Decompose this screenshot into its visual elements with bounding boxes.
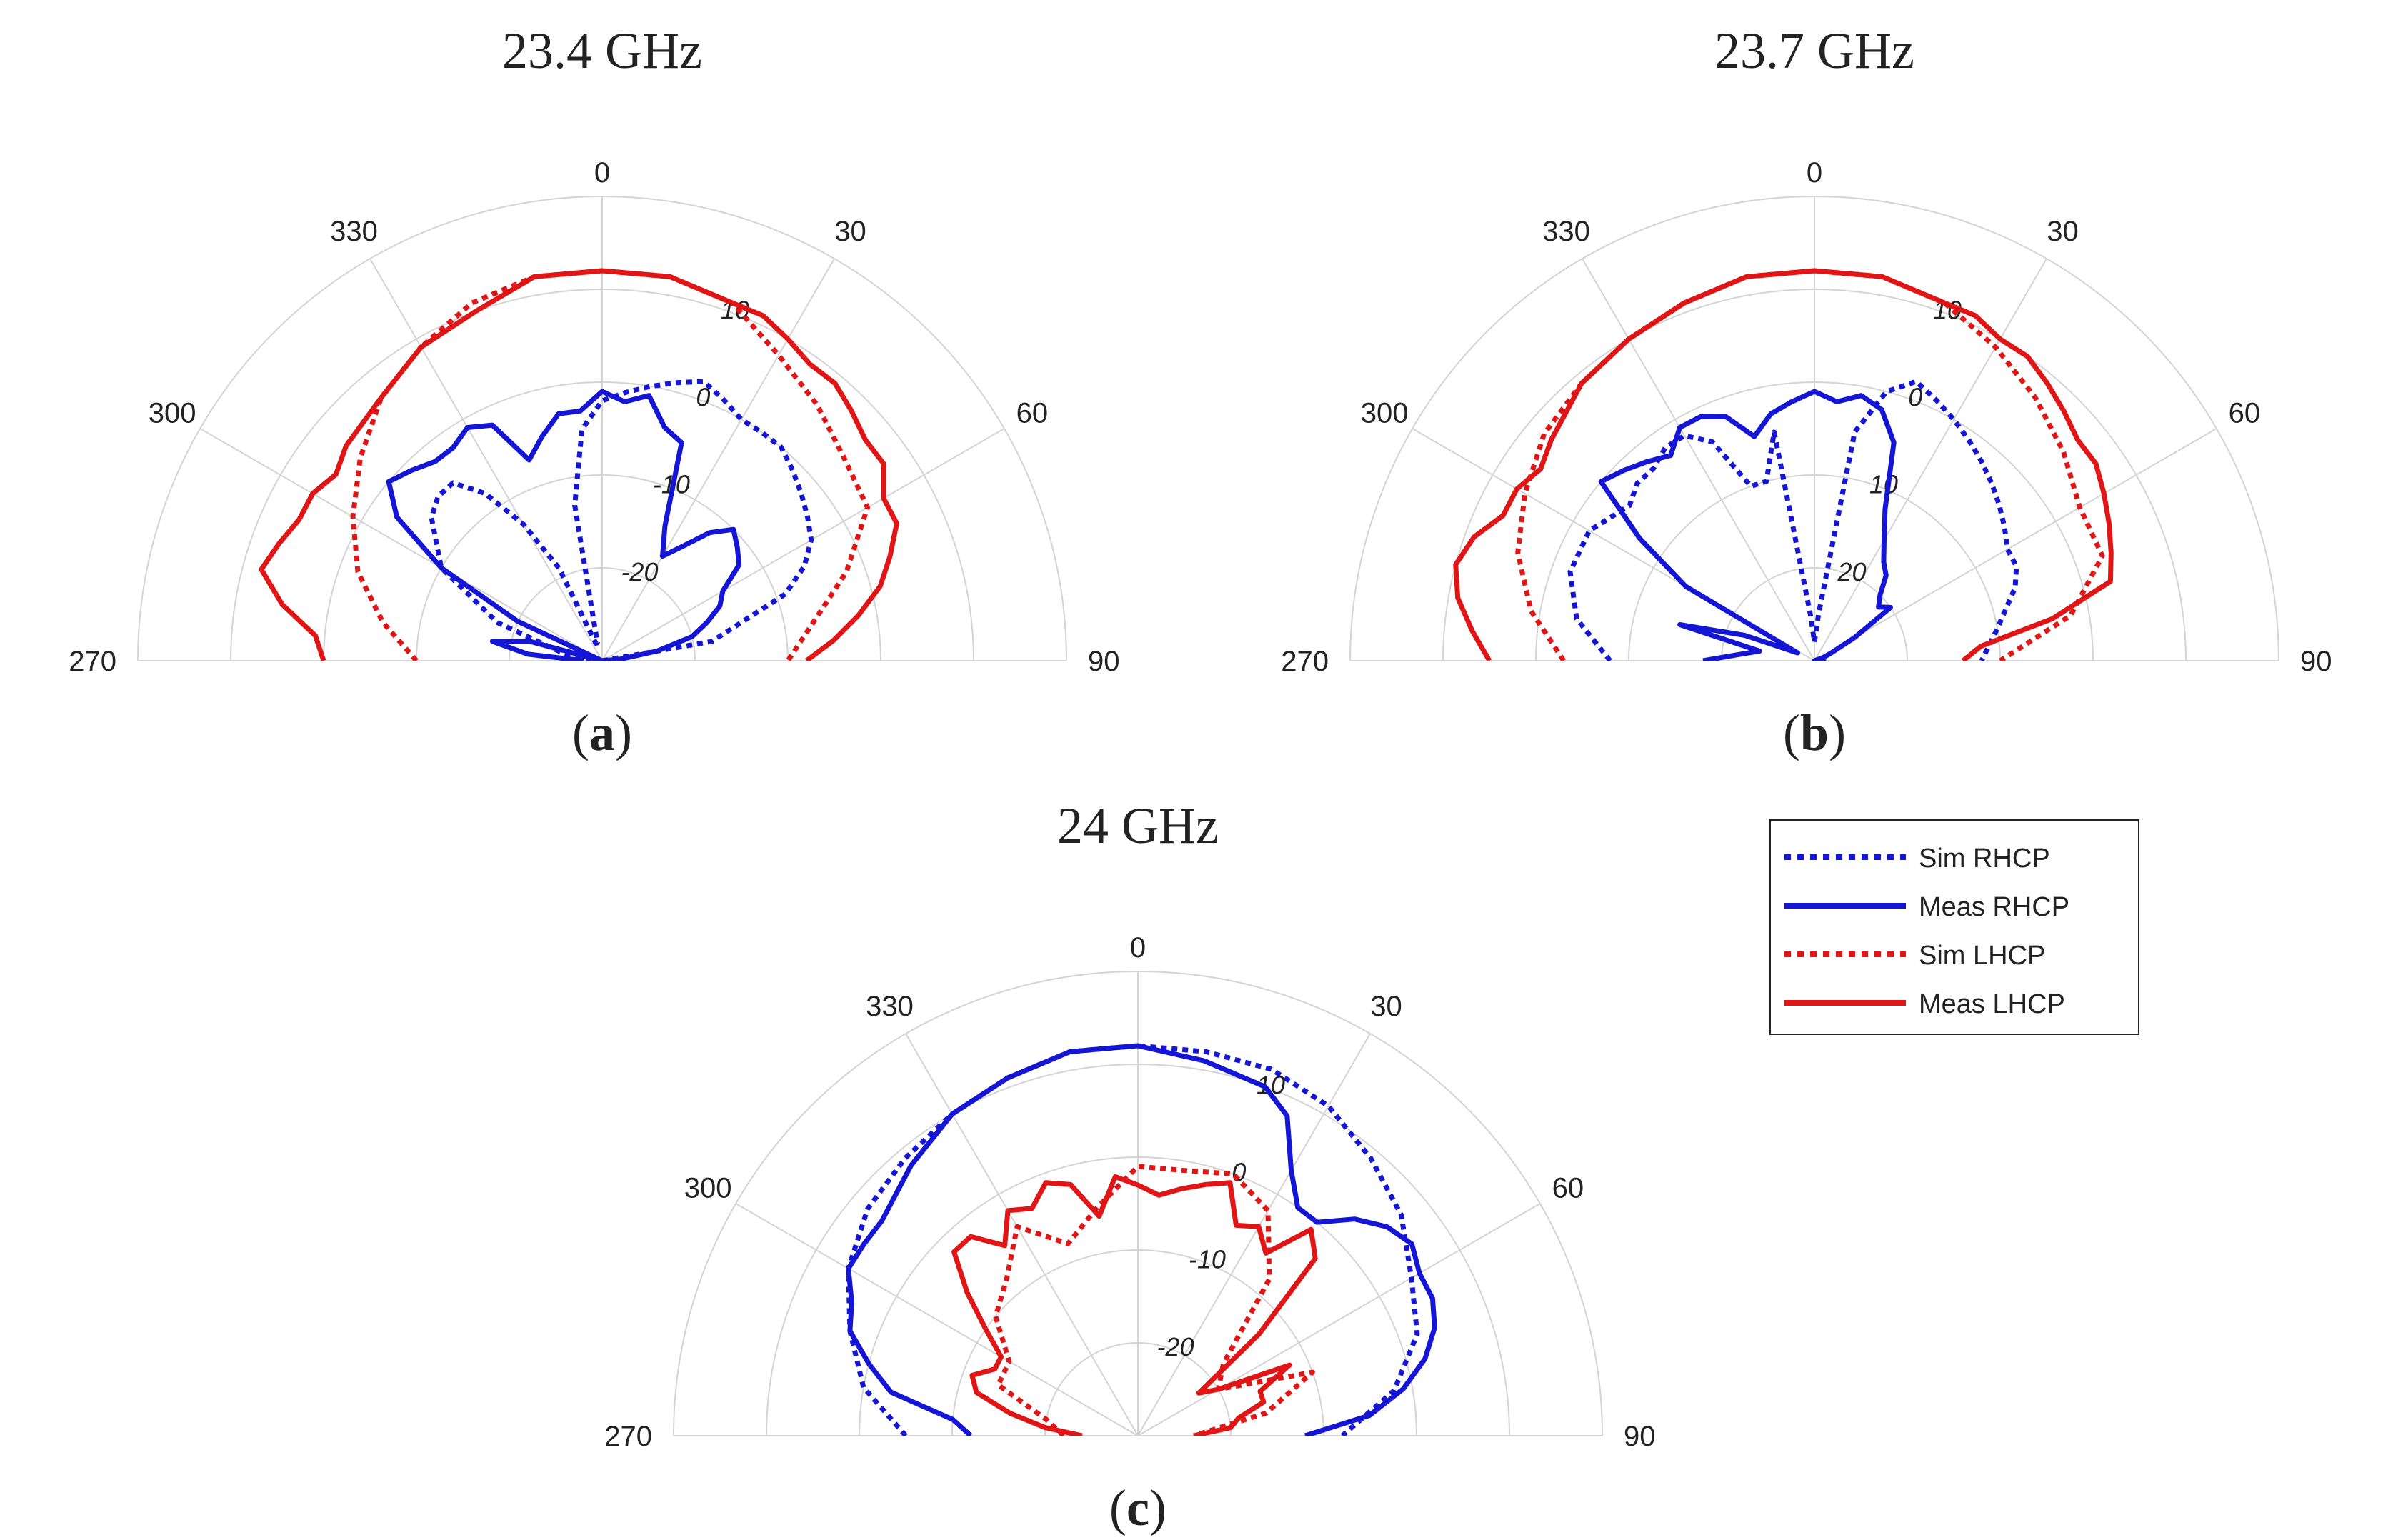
legend-label-meas-lhcp: Meas LHCP bbox=[1919, 989, 2065, 1019]
chart-title: 23.4 GHz bbox=[502, 22, 702, 79]
radial-tick-label: -10 bbox=[1189, 1245, 1226, 1274]
grid-spoke bbox=[1137, 1203, 1541, 1436]
series-line-meas-lhcp bbox=[259, 268, 899, 661]
angle-tick-label: 30 bbox=[2047, 216, 2079, 247]
series-line-meas-lhcp bbox=[951, 1174, 1318, 1436]
grid-spoke bbox=[1137, 1033, 1371, 1436]
series-line-sim-rhcp bbox=[429, 379, 814, 661]
angle-tick-label: 90 bbox=[1624, 1421, 1656, 1452]
angle-tick-label: 330 bbox=[330, 216, 378, 247]
series-line-sim-rhcp bbox=[1567, 379, 2019, 661]
radial-tick-label: -20 bbox=[1156, 1332, 1194, 1361]
grid-spoke bbox=[1814, 428, 2217, 661]
angle-tick-label: 90 bbox=[1088, 646, 1120, 677]
series-line-sim-rhcp bbox=[846, 1043, 1420, 1436]
grid-spoke bbox=[905, 1033, 1139, 1436]
grid-spoke bbox=[735, 1203, 1139, 1436]
grid-spoke bbox=[601, 258, 835, 661]
series-line-meas-rhcp bbox=[1598, 389, 1897, 661]
chart-title: 24 GHz bbox=[1057, 797, 1219, 854]
panel-label: (b) bbox=[1783, 704, 1846, 761]
radial-tick-label: 20 bbox=[1837, 557, 1866, 586]
angle-tick-label: 330 bbox=[866, 991, 914, 1022]
grid-spoke bbox=[601, 428, 1005, 661]
angle-tick-label: 270 bbox=[604, 1421, 652, 1452]
radial-tick-label: 0 bbox=[1908, 383, 1922, 412]
angle-tick-label: 0 bbox=[594, 157, 610, 189]
series-line-sim-lhcp bbox=[350, 268, 870, 661]
angle-tick-label: 60 bbox=[2229, 398, 2261, 429]
angle-tick-label: 270 bbox=[69, 646, 116, 677]
grid-spoke bbox=[369, 258, 603, 661]
angle-tick-label: 300 bbox=[149, 398, 196, 429]
series-line-meas-rhcp bbox=[386, 389, 742, 661]
radial-tick-label: 0 bbox=[696, 383, 710, 412]
radial-tick-label: -20 bbox=[621, 557, 658, 586]
legend: Sim RHCP Meas RHCP Sim LHCP Meas LHCP bbox=[1769, 819, 2139, 1035]
angle-tick-label: 60 bbox=[1016, 398, 1049, 429]
angle-tick-label: 0 bbox=[1807, 157, 1822, 189]
chart-title: 23.7 GHz bbox=[1714, 22, 1914, 79]
panel-label: (c) bbox=[1109, 1479, 1166, 1536]
angle-tick-label: 270 bbox=[1281, 646, 1329, 677]
angle-tick-label: 300 bbox=[684, 1173, 732, 1204]
angle-tick-label: 30 bbox=[834, 216, 866, 247]
angle-tick-label: 330 bbox=[1542, 216, 1590, 247]
angle-tick-label: 30 bbox=[1370, 991, 1402, 1022]
angle-tick-label: 300 bbox=[1361, 398, 1409, 429]
series-line-meas-rhcp bbox=[846, 1043, 1437, 1436]
angle-tick-label: 90 bbox=[2300, 646, 2332, 677]
panel-label: (a) bbox=[572, 704, 632, 761]
legend-label-sim-lhcp: Sim LHCP bbox=[1919, 941, 2045, 971]
angle-tick-label: 0 bbox=[1130, 932, 1146, 964]
legend-label-sim-rhcp: Sim RHCP bbox=[1919, 844, 2050, 874]
legend-box bbox=[1769, 819, 2139, 1035]
grid-spoke bbox=[199, 428, 603, 661]
radial-tick-label: 10 bbox=[1869, 470, 1898, 499]
legend-label-meas-rhcp: Meas RHCP bbox=[1919, 892, 2069, 922]
grid-spoke bbox=[1582, 258, 1815, 661]
angle-tick-label: 60 bbox=[1552, 1173, 1584, 1204]
series-line-meas-lhcp bbox=[1453, 268, 2114, 661]
grid-spoke bbox=[1814, 258, 2047, 661]
